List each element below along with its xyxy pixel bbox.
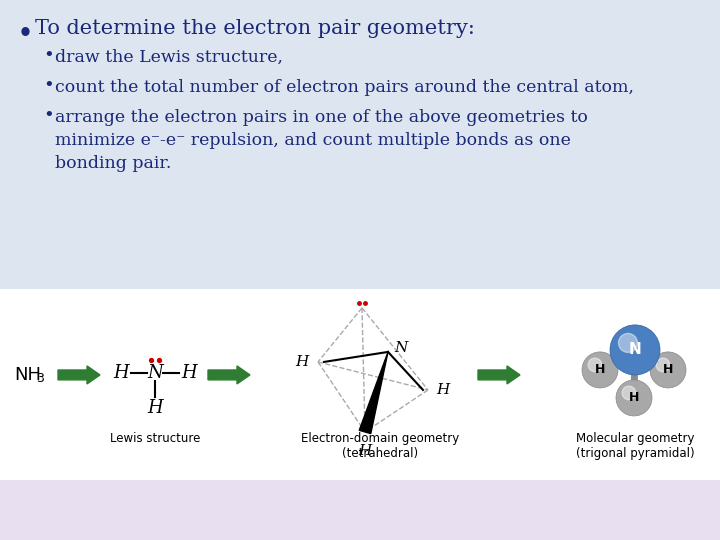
Text: 3: 3 — [36, 373, 44, 386]
FancyArrow shape — [58, 366, 100, 384]
Text: H: H — [113, 364, 129, 382]
Text: •: • — [43, 77, 54, 95]
Text: arrange the electron pairs in one of the above geometries to
minimize e⁻-e⁻ repu: arrange the electron pairs in one of the… — [55, 109, 588, 172]
Text: count the total number of electron pairs around the central atom,: count the total number of electron pairs… — [55, 79, 634, 96]
Text: NH: NH — [14, 366, 41, 384]
Text: •: • — [43, 47, 54, 65]
Text: To determine the electron pair geometry:: To determine the electron pair geometry: — [35, 19, 475, 38]
Text: H: H — [359, 444, 372, 458]
Text: Electron-domain geometry
(tetrahedral): Electron-domain geometry (tetrahedral) — [301, 432, 459, 460]
Circle shape — [656, 358, 670, 372]
Text: N: N — [394, 341, 408, 355]
FancyArrow shape — [478, 366, 520, 384]
Text: H: H — [663, 363, 673, 376]
Circle shape — [582, 352, 618, 388]
Text: H: H — [181, 364, 197, 382]
Circle shape — [618, 333, 637, 353]
Bar — [0, 289, 720, 480]
Text: Lewis structure: Lewis structure — [110, 432, 200, 445]
Text: H: H — [436, 383, 449, 397]
Circle shape — [616, 380, 652, 416]
Circle shape — [610, 325, 660, 375]
Circle shape — [588, 358, 602, 372]
Bar — [0, 480, 720, 540]
Text: •: • — [43, 107, 54, 125]
Polygon shape — [359, 352, 388, 434]
Circle shape — [622, 386, 636, 400]
Text: •: • — [18, 21, 33, 45]
Text: H: H — [147, 399, 163, 417]
Text: H: H — [294, 355, 308, 369]
Text: H: H — [595, 363, 606, 376]
Text: draw the Lewis structure,: draw the Lewis structure, — [55, 49, 283, 66]
Text: H: H — [629, 392, 639, 404]
Text: N: N — [629, 342, 642, 357]
Circle shape — [650, 352, 686, 388]
FancyArrow shape — [208, 366, 250, 384]
Text: N: N — [147, 364, 163, 382]
Text: Molecular geometry
(trigonal pyramidal): Molecular geometry (trigonal pyramidal) — [576, 432, 694, 460]
